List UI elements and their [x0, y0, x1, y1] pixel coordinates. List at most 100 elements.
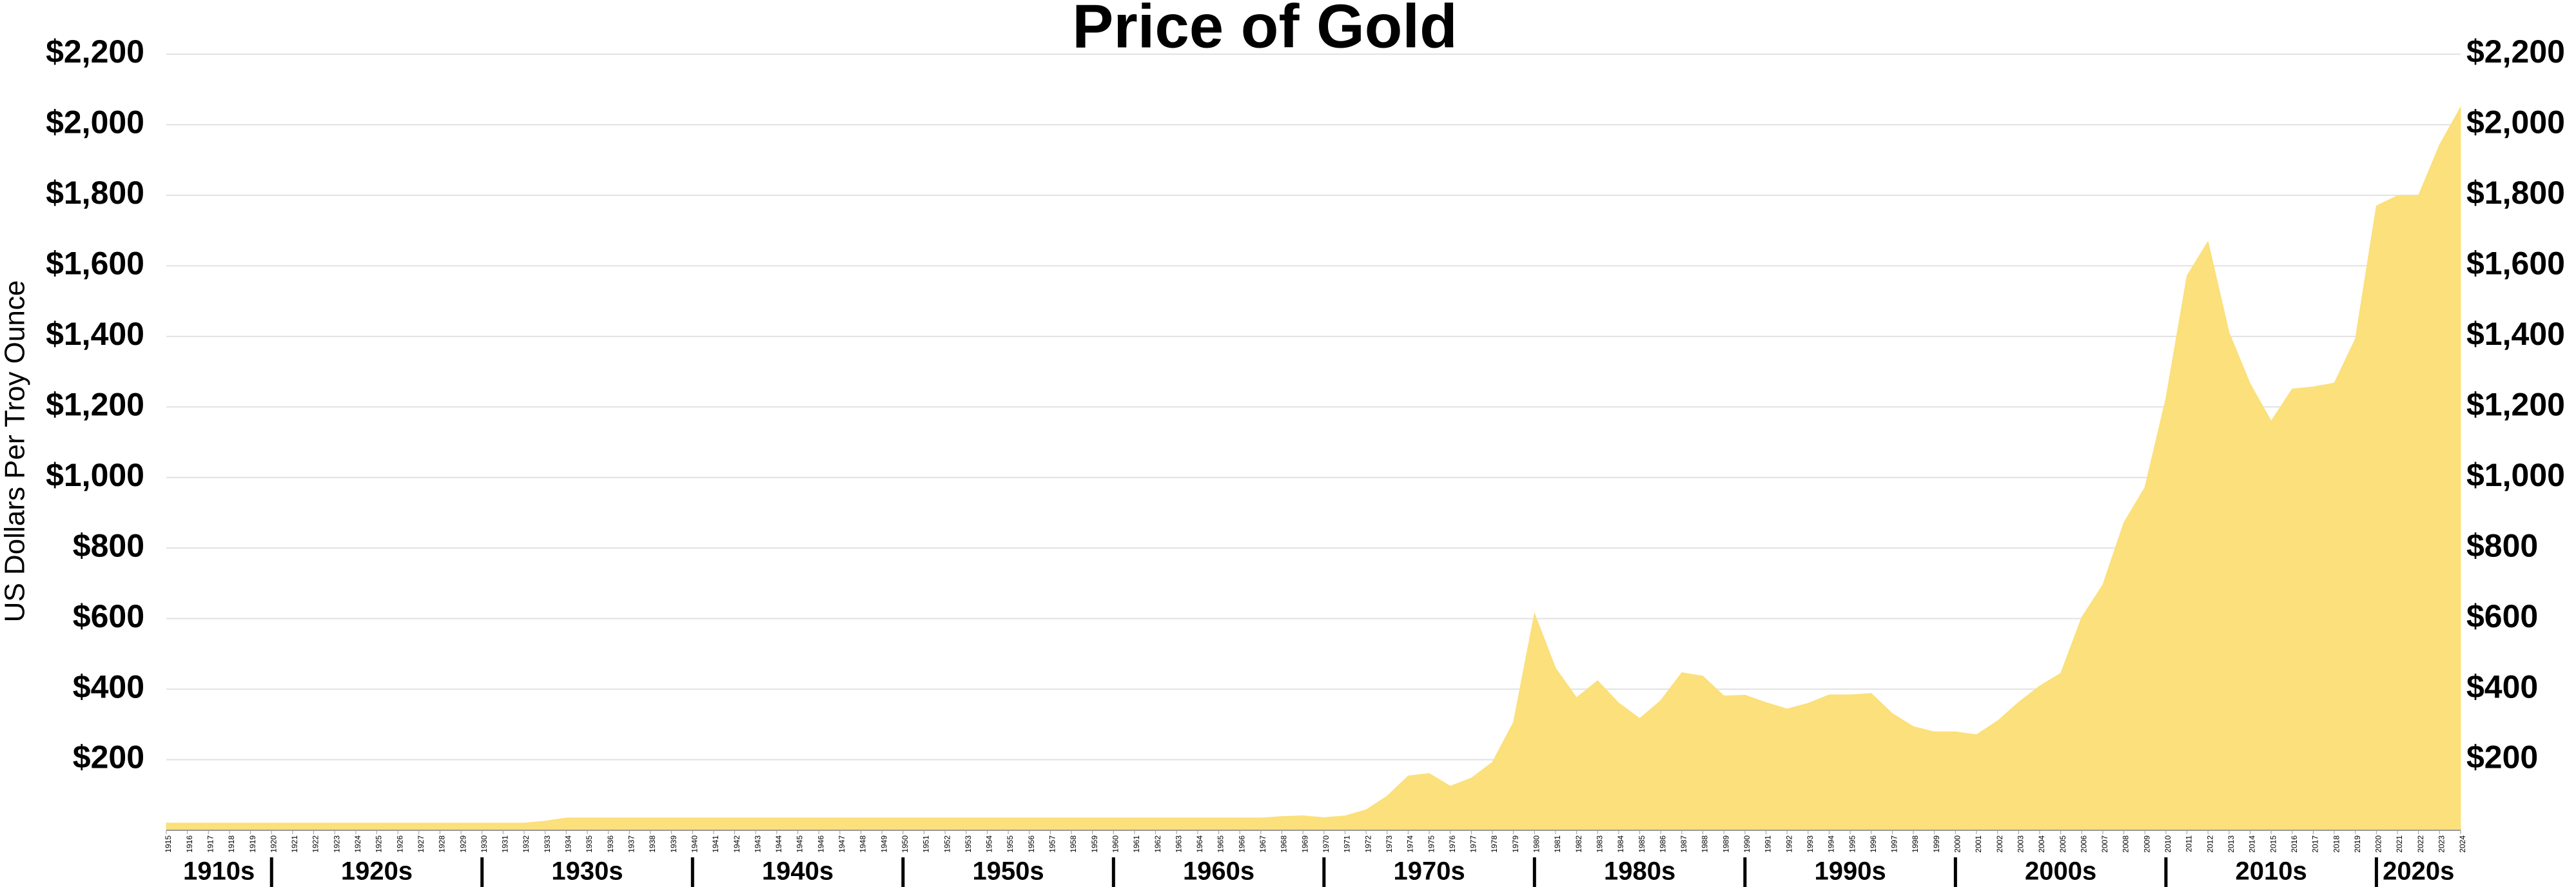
x-tick-label: 1955: [1006, 835, 1015, 853]
x-tick-label: 1952: [942, 835, 951, 853]
x-tick-label: 1958: [1069, 835, 1078, 853]
x-tick-label: 1986: [1658, 835, 1667, 853]
x-tick-label: 2008: [2122, 835, 2131, 853]
x-tick-label: 1938: [648, 835, 657, 853]
x-tick-label: 1997: [1890, 835, 1899, 853]
x-tick-label: 1921: [290, 835, 299, 853]
decade-label: 1970s: [1393, 857, 1465, 886]
price-area: [166, 106, 2461, 831]
x-tick-label: 1979: [1511, 835, 1520, 853]
x-tick-label: 1950: [901, 835, 910, 853]
x-tick-label: 1942: [732, 835, 741, 853]
x-tick-label: 1948: [859, 835, 868, 853]
decade-label: 1910s: [183, 857, 255, 886]
y-tick-label: $200: [73, 739, 144, 775]
y-tick-label: $2,200: [46, 34, 144, 70]
y-tick-label: $1,800: [46, 175, 144, 211]
x-tick-label: 1999: [1932, 835, 1941, 853]
y-tick-label-right: $1,600: [2466, 246, 2565, 282]
x-tick-label: 1965: [1216, 835, 1225, 853]
x-tick-label: 2003: [2016, 835, 2025, 853]
x-tick-label: 1992: [1784, 835, 1793, 853]
x-tick-label: 1924: [353, 835, 362, 853]
x-tick-label: 1967: [1258, 835, 1267, 853]
x-tick-label: 1937: [627, 835, 636, 853]
y-tick-label-right: $2,000: [2466, 104, 2565, 141]
x-tick-label: 1932: [522, 835, 531, 853]
x-tick-label: 2002: [1995, 835, 2004, 853]
x-tick-label: 1972: [1363, 835, 1372, 853]
x-tick-label: 1931: [501, 835, 510, 853]
x-tick-label: 1982: [1574, 835, 1583, 853]
x-tick-label: 1974: [1406, 835, 1415, 853]
x-tick-label: 1989: [1721, 835, 1730, 853]
x-tick-label: 2009: [2142, 835, 2151, 853]
y-tick-label-right: $2,200: [2466, 34, 2565, 70]
x-tick-label: 2018: [2332, 835, 2341, 853]
x-tick-label: 2007: [2100, 835, 2109, 853]
x-tick-label: 1941: [711, 835, 720, 853]
x-tick-label: 1978: [1490, 835, 1499, 853]
x-tick-label: 2020: [2374, 835, 2383, 853]
x-tick-label: 1961: [1132, 835, 1141, 853]
x-tick-label: 1933: [543, 835, 552, 853]
x-tick-label: 1990: [1742, 835, 1751, 853]
x-tick-label: 1971: [1343, 835, 1352, 853]
x-tick-label: 1987: [1679, 835, 1688, 853]
x-tick-label: 1963: [1174, 835, 1183, 853]
x-tick-label: 1988: [1701, 835, 1710, 853]
x-tick-label: 1984: [1616, 835, 1625, 853]
x-tick-label: 1951: [922, 835, 931, 853]
x-tick-label: 1995: [1848, 835, 1857, 853]
x-tick-label: 1991: [1764, 835, 1773, 853]
y-tick-label-right: $1,400: [2466, 316, 2565, 352]
x-tick-label: 1980: [1532, 835, 1541, 853]
decade-label: 1980s: [1604, 857, 1675, 886]
x-tick-label: 2001: [1974, 835, 1983, 853]
x-tick-label: 1916: [185, 835, 194, 853]
x-tick-label: 1976: [1448, 835, 1457, 853]
x-tick-label: 1949: [879, 835, 888, 853]
x-tick-label: 1940: [690, 835, 699, 853]
x-tick-label: 1934: [564, 835, 573, 853]
x-tick-label: 1985: [1637, 835, 1646, 853]
x-tick-label: 1977: [1469, 835, 1478, 853]
decade-label: 1930s: [551, 857, 623, 886]
x-tick-label: 1923: [332, 835, 341, 853]
x-tick-label: 1928: [438, 835, 447, 853]
x-tick-label: 2021: [2395, 835, 2404, 853]
x-tick-label: 1998: [1911, 835, 1920, 853]
x-tick-label: 1922: [311, 835, 320, 853]
x-tick-label: 1936: [606, 835, 615, 853]
x-tick-label: 1917: [206, 835, 215, 853]
chart-title: Price of Gold: [1072, 0, 1457, 61]
x-tick-label: 1926: [395, 835, 404, 853]
y-tick-label: $800: [73, 527, 144, 563]
x-tick-label: 1966: [1237, 835, 1246, 853]
x-tick-label: 1960: [1111, 835, 1120, 853]
x-tick-label: 1920: [269, 835, 278, 853]
x-tick-label: 1973: [1385, 835, 1394, 853]
x-tick-label: 1983: [1595, 835, 1604, 853]
x-tick-label: 2006: [2079, 835, 2088, 853]
y-tick-label-right: $400: [2466, 668, 2538, 705]
y-tick-label-right: $800: [2466, 527, 2538, 563]
y-tick-label: $400: [73, 668, 144, 705]
y-tick-label-right: $1,000: [2466, 457, 2565, 493]
decade-label: 1940s: [762, 857, 834, 886]
x-tick-label: 1915: [164, 835, 173, 853]
x-tick-label: 2016: [2290, 835, 2299, 853]
x-tick-label: 1918: [227, 835, 236, 853]
x-tick-label: 1925: [375, 835, 384, 853]
y-tick-label: $1,600: [46, 246, 144, 282]
y-tick-label-right: $200: [2466, 739, 2538, 775]
x-tick-label: 1968: [1280, 835, 1289, 853]
x-tick-label: 2024: [2458, 835, 2467, 853]
x-tick-label: 2013: [2227, 835, 2236, 853]
y-tick-label-right: $1,800: [2466, 175, 2565, 211]
x-tick-label: 1943: [753, 835, 762, 853]
x-tick-label: 1944: [774, 835, 783, 853]
x-tick-label: 1994: [1827, 835, 1836, 853]
y-tick-label: $1,000: [46, 457, 144, 493]
